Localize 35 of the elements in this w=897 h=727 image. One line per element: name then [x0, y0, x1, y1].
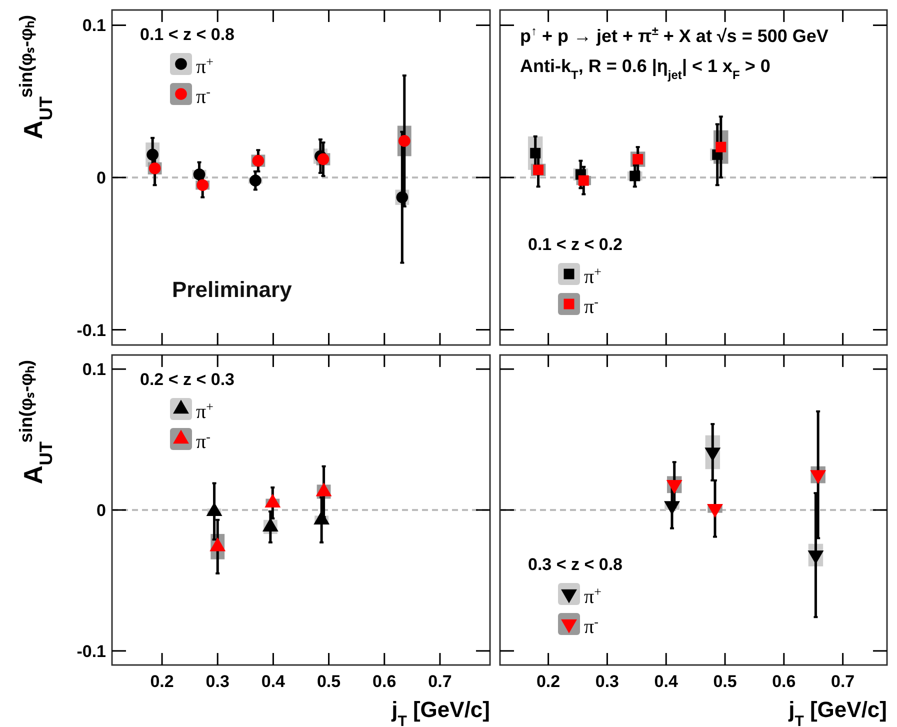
y-tick-label: -0.1 [76, 642, 106, 661]
x-tick-label: 0.6 [772, 672, 796, 691]
legend-label: π$^{-}$ [196, 84, 210, 108]
y-tick-label: 0.1 [82, 360, 106, 380]
legend-label: π$^{+}$ [196, 398, 214, 423]
annotation: Preliminary [172, 277, 293, 302]
legend-title: 0.1 < z < 0.8 [140, 25, 235, 44]
legend-label: π$^{+}$ [584, 584, 602, 608]
x-tick-label: 0.7 [831, 672, 855, 691]
legend-label: π$^{-}$ [196, 428, 210, 453]
legend-label: π$^{-}$ [584, 614, 598, 638]
x-tick-label: 0.2 [150, 672, 174, 691]
y-tick-label: -0.1 [76, 320, 106, 340]
x-tick-label: 0.3 [206, 672, 230, 691]
y-tick-label: 0 [96, 168, 106, 188]
x-tick-label: 0.5 [713, 672, 737, 691]
x-axis-title: j$_{T}$ [GeV/c] [788, 697, 887, 727]
legend-label: π$^{+}$ [196, 54, 214, 78]
annotation: Anti-k$_{T}$, R = 0.6 |η$_{jet}$| < 1 x$_{F}$ > 0 [520, 56, 770, 82]
y-tick-label: 0 [96, 501, 106, 520]
x-axis-title: j$_{T}$ [GeV/c] [390, 697, 490, 727]
legend-title: 0.1 < z < 0.2 [528, 235, 623, 254]
x-tick-label: 0.6 [372, 672, 396, 691]
x-tick-label: 0.2 [536, 672, 560, 691]
x-tick-label: 0.7 [428, 672, 452, 691]
legend-title: 0.2 < z < 0.3 [140, 370, 235, 389]
annotation: p$^{↑}$ + p → jet + π$^{±}$ + X at √s = 500 GeV [520, 24, 828, 46]
legend-label: π$^{+}$ [584, 264, 602, 288]
x-tick-label: 0.4 [654, 672, 678, 691]
legend-label: π$^{-}$ [584, 294, 598, 318]
x-tick-label: 0.3 [595, 672, 620, 691]
legend-title: 0.3 < z < 0.8 [528, 555, 623, 574]
y-tick-label: 0.1 [82, 16, 106, 36]
x-tick-label: 0.5 [316, 672, 341, 691]
x-tick-label: 0.4 [261, 672, 286, 691]
